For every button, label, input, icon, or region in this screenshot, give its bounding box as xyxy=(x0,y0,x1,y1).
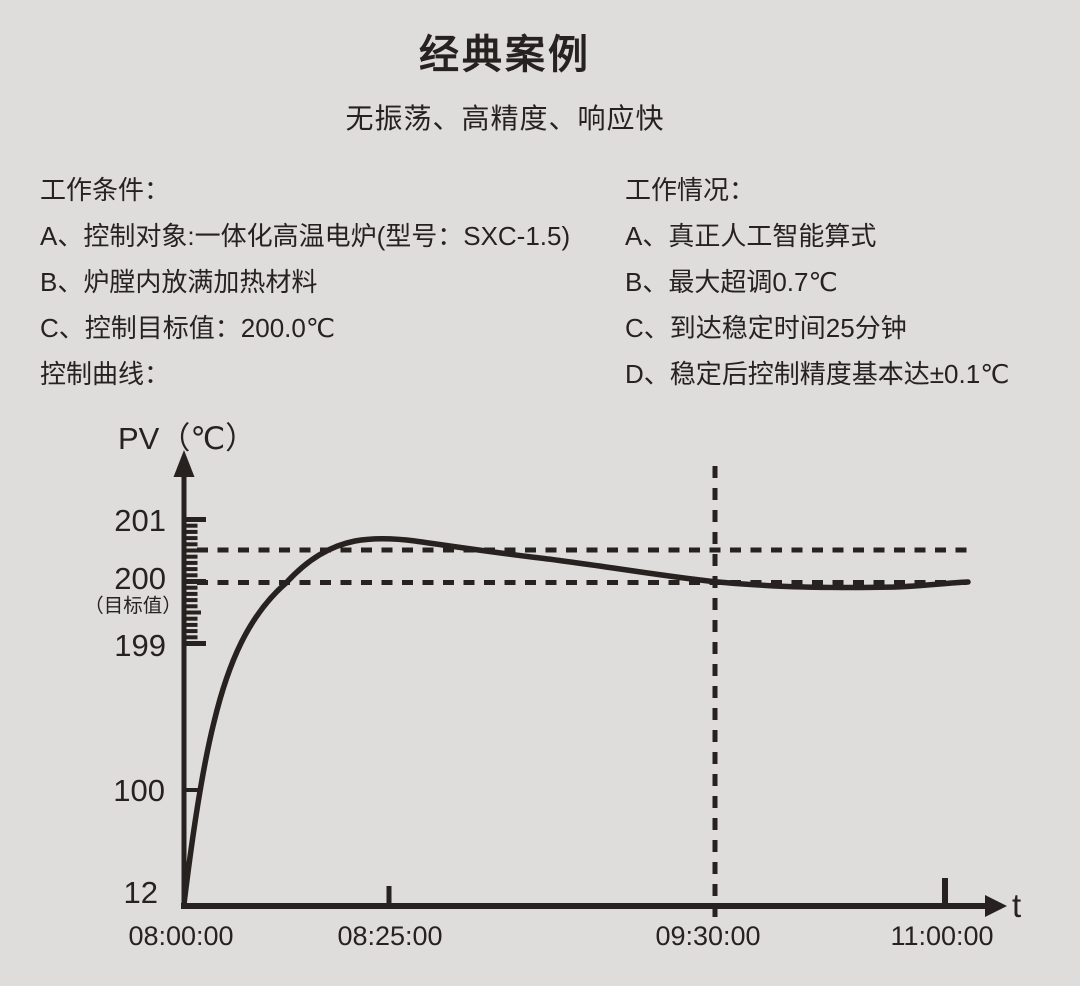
y-tick-label-12: 12 xyxy=(124,875,158,910)
x-axis-arrow-icon xyxy=(985,895,1007,917)
y-tick-label-201: 201 xyxy=(114,503,166,538)
page-subtitle: 无振荡、高精度、响应快 xyxy=(345,103,665,134)
pv-curve xyxy=(181,536,971,907)
x-tick-label-1100: 11:00:00 xyxy=(890,921,993,951)
result-item-b: B、最大超调0.7℃ xyxy=(625,267,838,297)
control-curve-chart: PV（℃） 201 200 （目标值） 199 100 12 08:00:00 … xyxy=(84,421,1021,951)
x-tick-label-0930: 09:30:00 xyxy=(655,921,760,951)
x-tick-label-0825: 08:25:00 xyxy=(337,921,442,951)
page-title: 经典案例 xyxy=(419,33,591,77)
condition-item-c: C、控制目标值：200.0℃ xyxy=(40,313,336,343)
x-tick-label-0800: 08:00:00 xyxy=(128,921,233,951)
y-axis-arrow-icon xyxy=(173,450,195,477)
results-heading: 工作情况： xyxy=(625,175,756,205)
page-header: 经典案例 无振荡、高精度、响应快 xyxy=(0,22,1010,137)
y-tick-label-100: 100 xyxy=(113,773,165,808)
condition-item-a: A、控制对象:一体化高温电炉(型号：SXC-1.5) xyxy=(40,221,571,251)
x-axis-title: t xyxy=(1012,887,1021,924)
y-tick-label-199: 199 xyxy=(114,628,166,663)
condition-item-b: B、炉膛内放满加热材料 xyxy=(40,267,318,297)
control-curve-label: 控制曲线： xyxy=(40,359,171,389)
result-item-a: A、真正人工智能算式 xyxy=(625,221,877,251)
conditions-heading: 工作条件： xyxy=(40,175,171,205)
y-target-note: （目标值） xyxy=(84,595,182,617)
working-conditions-section: 工作条件： A、控制对象:一体化高温电炉(型号：SXC-1.5) B、炉膛内放满… xyxy=(40,167,570,397)
y-axis-title: PV（℃） xyxy=(118,421,256,456)
result-item-d: D、稳定后控制精度基本达±0.1℃ xyxy=(625,359,1010,389)
y-tick-label-200: 200 xyxy=(114,561,166,596)
result-item-c: C、到达稳定时间25分钟 xyxy=(625,313,907,343)
working-results-section: 工作情况： A、真正人工智能算式 B、最大超调0.7℃ C、到达稳定时间25分钟… xyxy=(625,167,1009,397)
